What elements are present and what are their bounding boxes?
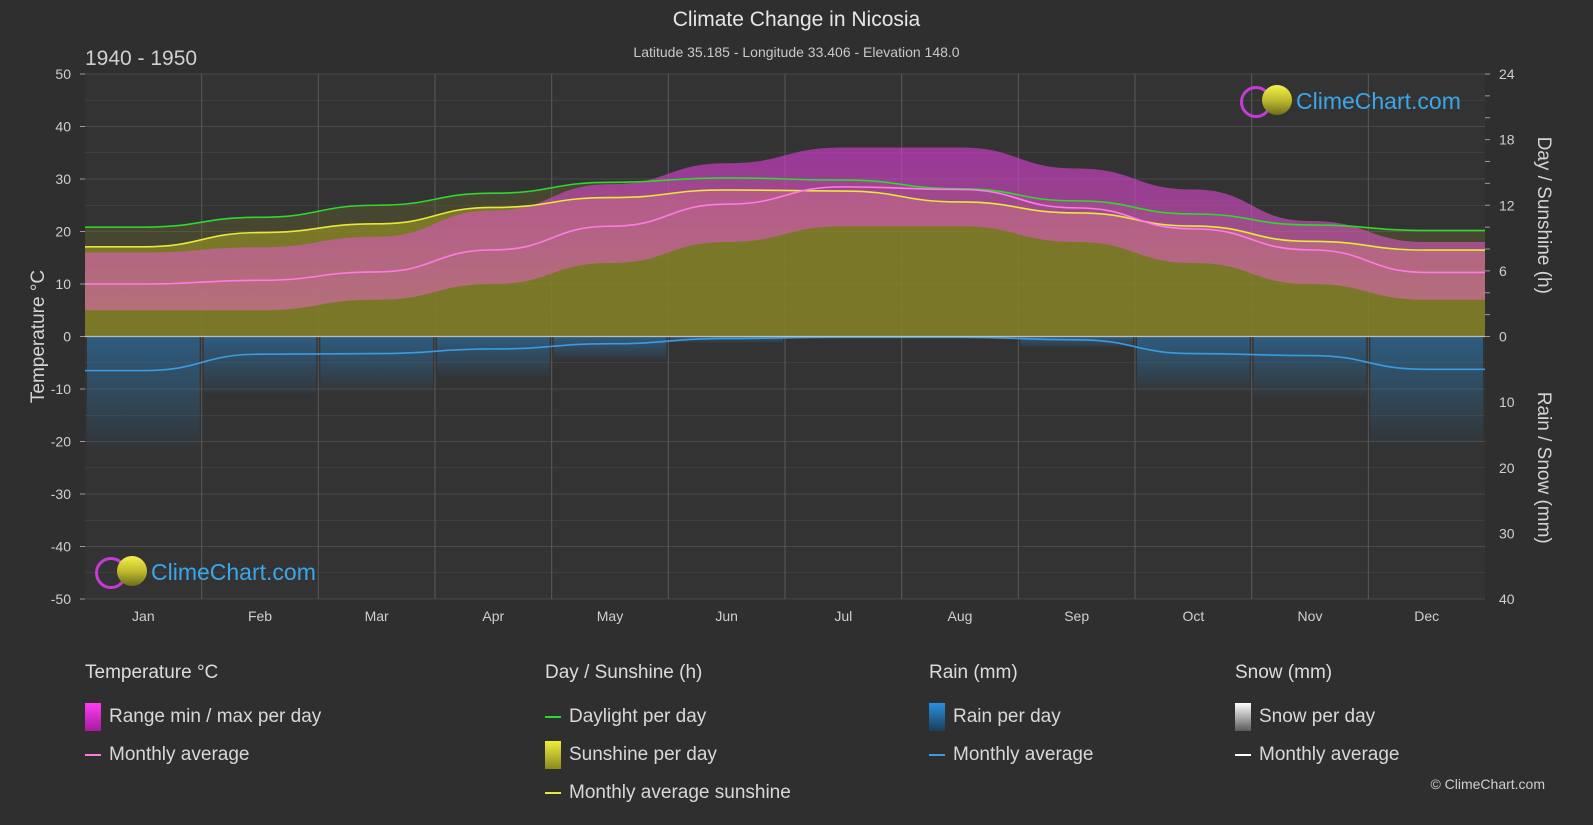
x-tick-label: Mar bbox=[365, 608, 389, 624]
sunshine-avg-line-icon bbox=[545, 792, 561, 794]
left-tick-label: 50 bbox=[55, 66, 71, 82]
x-tick-label: Jul bbox=[834, 608, 852, 624]
right-top-tick-label: 12 bbox=[1499, 197, 1515, 213]
legend-item: Range min / max per day bbox=[85, 698, 321, 736]
right-bottom-tick-label: 20 bbox=[1499, 460, 1515, 476]
right-bottom-axis-title: Rain / Snow (mm) bbox=[1533, 392, 1554, 544]
x-tick-label: Nov bbox=[1298, 608, 1323, 624]
legend-item: Monthly average bbox=[929, 736, 1093, 774]
right-top-tick-label: 6 bbox=[1499, 263, 1507, 279]
snow-swatch-icon bbox=[1235, 703, 1251, 731]
chart-subtitle: Latitude 35.185 - Longitude 33.406 - Ele… bbox=[633, 44, 960, 60]
legend-item: Daylight per day bbox=[545, 698, 791, 736]
rain-bar bbox=[87, 336, 200, 446]
left-tick-label: 10 bbox=[55, 276, 71, 292]
left-tick-label: -40 bbox=[51, 539, 71, 555]
legend-item: Snow per day bbox=[1235, 698, 1399, 736]
brand-logo-bottom: ClimeChart.com bbox=[95, 556, 316, 589]
sunshine-swatch-icon bbox=[545, 741, 561, 769]
brand-text: ClimeChart.com bbox=[151, 558, 316, 585]
right-bottom-tick-label: 40 bbox=[1499, 591, 1515, 607]
rain-bar bbox=[1370, 336, 1483, 442]
rain-bar bbox=[1137, 336, 1250, 392]
snow-avg-line-icon bbox=[1235, 754, 1251, 756]
chart-marks bbox=[85, 147, 1485, 446]
legend-title: Temperature °C bbox=[85, 662, 219, 683]
rain-bar bbox=[203, 336, 317, 394]
period-label: 1940 - 1950 bbox=[85, 47, 198, 70]
left-tick-label: -30 bbox=[51, 486, 71, 502]
copyright: © ClimeChart.com bbox=[1430, 776, 1545, 792]
sunshine-avg-line bbox=[85, 189, 1485, 251]
temp-avg-line bbox=[85, 186, 1485, 285]
x-tick-label: May bbox=[597, 608, 623, 624]
x-tick-label: Jun bbox=[715, 608, 738, 624]
rain-bar bbox=[437, 336, 550, 377]
rain-bar bbox=[1253, 336, 1367, 398]
chart-title: Climate Change in Nicosia bbox=[672, 8, 921, 31]
legend-item: Sunshine per day bbox=[545, 736, 791, 774]
legend-title: Snow (mm) bbox=[1235, 662, 1333, 683]
rain-bar bbox=[670, 336, 783, 343]
legend-sunshine: Day / Sunshine (h) Daylight per day Suns… bbox=[545, 662, 791, 812]
right-top-tick-label: 18 bbox=[1499, 132, 1515, 148]
left-tick-label: -20 bbox=[51, 434, 71, 450]
x-tick-label: Aug bbox=[948, 608, 973, 624]
legend-snow: Snow (mm) Snow per day Monthly average bbox=[1235, 662, 1399, 774]
legend-rain: Rain (mm) Rain per day Monthly average bbox=[929, 662, 1093, 774]
left-axis-title: Temperature °C bbox=[28, 270, 49, 403]
chart-axes: 50 40 30 20 10 0 -10 -20 -30 -40 -50 24 18 12 6 0 10 20 30… bbox=[28, 66, 1554, 624]
left-tick-label: 40 bbox=[55, 119, 71, 135]
legend-title: Rain (mm) bbox=[929, 662, 1018, 683]
rain-bar bbox=[553, 336, 667, 360]
right-top-tick-label: 0 bbox=[1499, 329, 1507, 345]
x-tick-label: Feb bbox=[248, 608, 272, 624]
legend-item: Monthly average bbox=[85, 736, 321, 774]
right-bottom-tick-label: 30 bbox=[1499, 525, 1515, 541]
brand-logo-top: ClimeChart.com bbox=[1240, 85, 1461, 118]
temp-range-band bbox=[85, 147, 1485, 311]
logo-icon bbox=[95, 556, 149, 589]
left-tick-label: 20 bbox=[55, 224, 71, 240]
left-tick-label: -50 bbox=[51, 591, 71, 607]
daylight-line bbox=[85, 177, 1485, 232]
rain-swatch-icon bbox=[929, 703, 945, 731]
legend-item: Monthly average bbox=[1235, 736, 1399, 774]
x-tick-label: Sep bbox=[1064, 608, 1089, 624]
rain-bar bbox=[320, 336, 433, 392]
legend-temperature: Temperature °C Range min / max per day M… bbox=[85, 662, 321, 774]
x-tick-label: Dec bbox=[1414, 608, 1439, 624]
right-bottom-tick-label: 10 bbox=[1499, 394, 1515, 410]
rain-bar bbox=[1020, 336, 1133, 347]
legend-item: Monthly average sunshine bbox=[545, 774, 791, 812]
right-top-tick-label: 24 bbox=[1499, 66, 1515, 82]
logo-icon bbox=[1240, 85, 1294, 118]
left-tick-label: 30 bbox=[55, 171, 71, 187]
left-tick-label: -10 bbox=[51, 381, 71, 397]
rain-avg-line bbox=[85, 336, 1485, 372]
rain-avg-line-icon bbox=[929, 754, 945, 756]
right-top-axis-title: Day / Sunshine (h) bbox=[1533, 137, 1554, 294]
temp-range-swatch-icon bbox=[85, 703, 101, 731]
x-tick-label: Apr bbox=[482, 608, 504, 624]
legend-item: Rain per day bbox=[929, 698, 1093, 736]
brand-text: ClimeChart.com bbox=[1296, 87, 1461, 114]
left-tick-label: 0 bbox=[63, 329, 71, 345]
x-tick-label: Oct bbox=[1182, 608, 1204, 624]
daylight-line-icon bbox=[545, 716, 561, 718]
x-tick-label: Jan bbox=[132, 608, 155, 624]
legend-title: Day / Sunshine (h) bbox=[545, 662, 703, 683]
temp-avg-line-icon bbox=[85, 754, 101, 756]
